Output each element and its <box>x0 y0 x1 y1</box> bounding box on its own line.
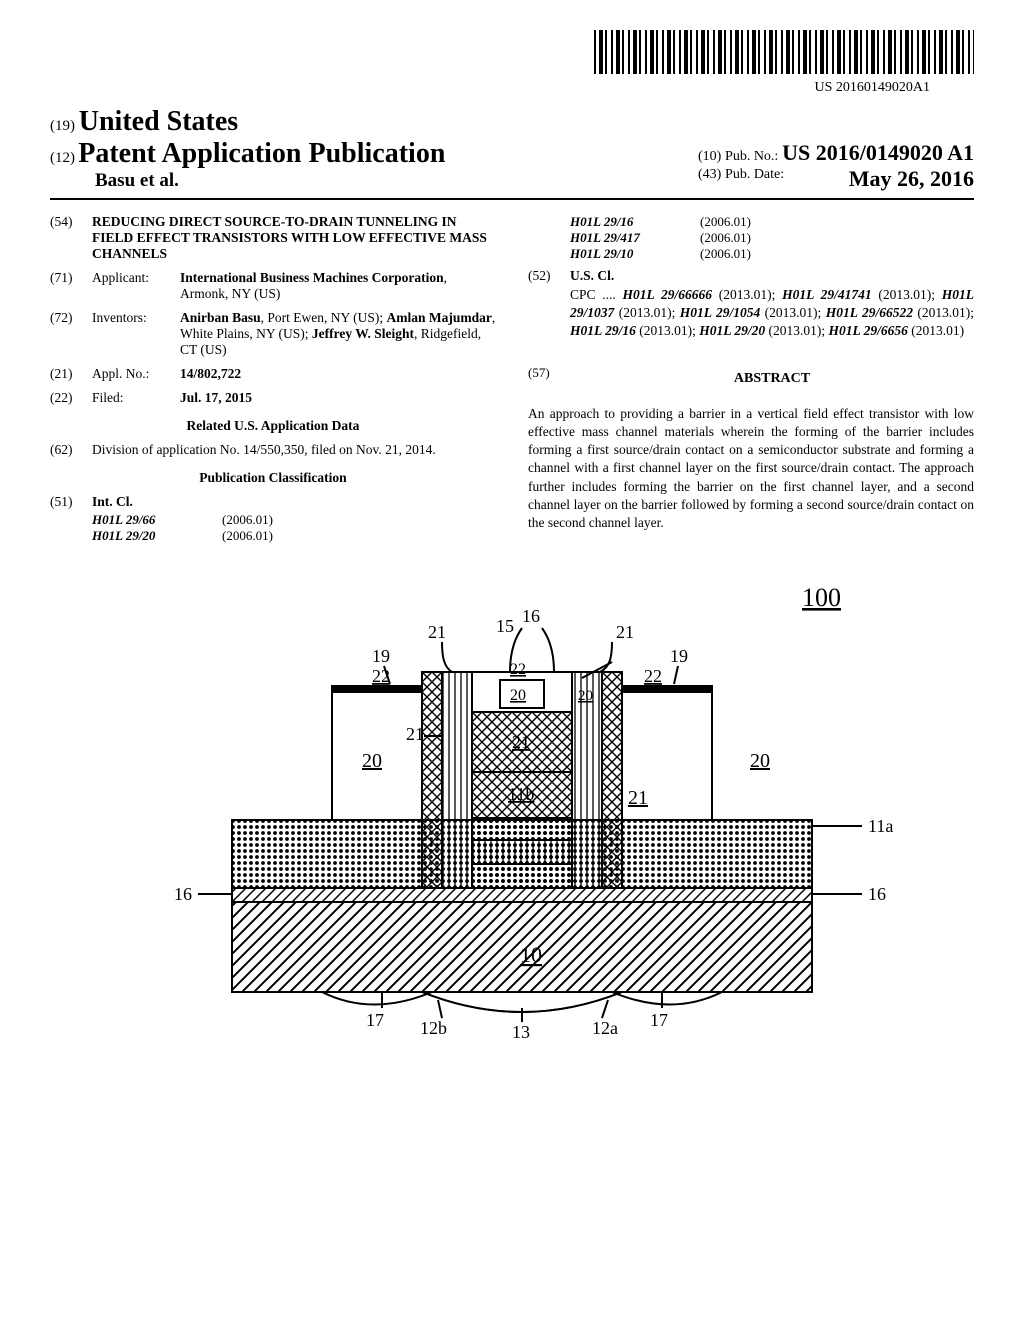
invention-title: REDUCING DIRECT SOURCE-TO-DRAIN TUNNELIN… <box>92 214 496 262</box>
fig-label-17-l: 17 <box>366 1010 384 1030</box>
header-right: (10) Pub. No.: US 2016/0149020 A1 (43) P… <box>698 140 974 192</box>
barcode-region <box>50 30 974 78</box>
fig-label-13: 13 <box>512 1022 530 1042</box>
uscl-row: (52) U.S. Cl. <box>528 268 974 284</box>
intcl-row: (51) Int. Cl. <box>50 494 496 510</box>
intcl-list-left: H01L 29/66(2006.01)H01L 29/20(2006.01) <box>50 512 496 544</box>
country-line: (19) United States <box>50 106 974 138</box>
left-column: (54) REDUCING DIRECT SOURCE-TO-DRAIN TUN… <box>50 214 496 544</box>
figure-area: 100 10 <box>50 572 974 1046</box>
intcl-list-right: H01L 29/16(2006.01)H01L 29/417(2006.01)H… <box>528 214 974 262</box>
pub-no-row: (10) Pub. No.: US 2016/0149020 A1 <box>698 140 974 166</box>
right-column: H01L 29/16(2006.01)H01L 29/417(2006.01)H… <box>528 214 974 544</box>
related-heading: Related U.S. Application Data <box>50 418 496 434</box>
applicant-content: International Business Machines Corporat… <box>180 270 496 302</box>
fig-label-16-right: 16 <box>868 884 886 904</box>
fig-label-20-tr: 20 <box>578 688 593 704</box>
fig-label-21-ml: 21 <box>406 724 424 744</box>
authors-line: Basu et al. <box>95 170 445 192</box>
country-name: United States <box>79 106 238 137</box>
inid-57: (57) <box>528 365 570 405</box>
fig-label-22-top: 22 <box>510 661 526 678</box>
fig-label-11b: 11b <box>508 784 534 804</box>
filed-date: Jul. 17, 2015 <box>180 390 252 405</box>
applicant-label: Applicant: <box>92 270 180 302</box>
fig-label-21-center: 21 <box>512 732 530 752</box>
filed-label: Filed: <box>92 390 180 406</box>
inid-12: (12) <box>50 150 75 166</box>
title-row: (54) REDUCING DIRECT SOURCE-TO-DRAIN TUN… <box>50 214 496 262</box>
fig-ref-100: 100 <box>802 583 841 612</box>
abstract-head-row: (57) ABSTRACT <box>528 365 974 405</box>
inid-21: (21) <box>50 366 92 382</box>
inid-19: (19) <box>50 118 75 134</box>
document-id: US 20160149020A1 <box>50 80 930 96</box>
fig-label-22-right: 22 <box>644 666 662 686</box>
fig-label-20-right: 20 <box>750 750 770 772</box>
inid-10: (10) <box>698 149 721 164</box>
fig-label-20-top: 20 <box>510 687 526 704</box>
abstract-text: An approach to providing a barrier in a … <box>528 405 974 533</box>
fig-label-21-tr: 21 <box>616 622 634 642</box>
pub-date-label: Pub. Date: <box>725 167 784 182</box>
intcl-label: Int. Cl. <box>92 494 133 509</box>
fig-label-21-right: 21 <box>628 787 648 809</box>
fig-label-16-left: 16 <box>174 884 192 904</box>
publication-type: Patent Application Publication <box>78 138 445 169</box>
fig-label-12b: 12b <box>420 1018 447 1038</box>
inid-22: (22) <box>50 390 92 406</box>
inid-52: (52) <box>528 268 570 284</box>
inventors-row: (72) Inventors: Anirban Basu, Port Ewen,… <box>50 310 496 358</box>
header-left: (12) Patent Application Publication Basu… <box>50 138 445 192</box>
applno-label: Appl. No.: <box>92 366 180 382</box>
inid-54: (54) <box>50 214 92 262</box>
body-columns: (54) REDUCING DIRECT SOURCE-TO-DRAIN TUN… <box>50 214 974 544</box>
fig-label-11a: 11a <box>868 816 893 836</box>
inid-71: (71) <box>50 270 92 302</box>
applicant-name: International Business Machines Corporat… <box>180 270 444 285</box>
patent-figure: 100 10 <box>122 572 902 1042</box>
pub-date-row: (43) Pub. Date: May 26, 2016 <box>698 166 974 192</box>
fig-label-10: 10 <box>520 942 542 967</box>
barcode <box>594 30 974 74</box>
applno: 14/802,722 <box>180 366 241 381</box>
pub-date: May 26, 2016 <box>849 166 974 192</box>
filed-row: (22) Filed: Jul. 17, 2015 <box>50 390 496 406</box>
fig-label-20-left: 20 <box>362 750 382 772</box>
fig-label-17-r: 17 <box>650 1010 668 1030</box>
inid-62: (62) <box>50 442 92 458</box>
inventors-content: Anirban Basu, Port Ewen, NY (US); Amlan … <box>180 310 496 358</box>
pub-no-label: Pub. No.: <box>725 149 778 164</box>
fig-label-16-top: 16 <box>522 606 540 626</box>
fig-label-15: 15 <box>496 616 514 636</box>
fig-label-12a: 12a <box>592 1018 618 1038</box>
cpc-block: CPC .... H01L 29/66666 (2013.01); H01L 2… <box>570 286 974 341</box>
inid-72: (72) <box>50 310 92 358</box>
pub-no: US 2016/0149020 A1 <box>782 140 974 165</box>
related-row: (62) Division of application No. 14/550,… <box>50 442 496 458</box>
inid-51: (51) <box>50 494 92 510</box>
applno-row: (21) Appl. No.: 14/802,722 <box>50 366 496 382</box>
fig-label-21-tl: 21 <box>428 622 446 642</box>
inventors-label: Inventors: <box>92 310 180 358</box>
header-block: (19) United States (12) Patent Applicati… <box>50 106 974 192</box>
divider <box>50 198 974 200</box>
fig-label-19-left: 19 <box>372 646 390 666</box>
pubclass-heading: Publication Classification <box>50 470 496 486</box>
inid-43: (43) <box>698 167 721 182</box>
uscl-label: U.S. Cl. <box>570 268 614 283</box>
abstract-heading: ABSTRACT <box>570 371 974 387</box>
related-text: Division of application No. 14/550,350, … <box>92 442 496 458</box>
header-two-col: (12) Patent Application Publication Basu… <box>50 138 974 192</box>
fig-label-19-right: 19 <box>670 646 688 666</box>
applicant-row: (71) Applicant: International Business M… <box>50 270 496 302</box>
